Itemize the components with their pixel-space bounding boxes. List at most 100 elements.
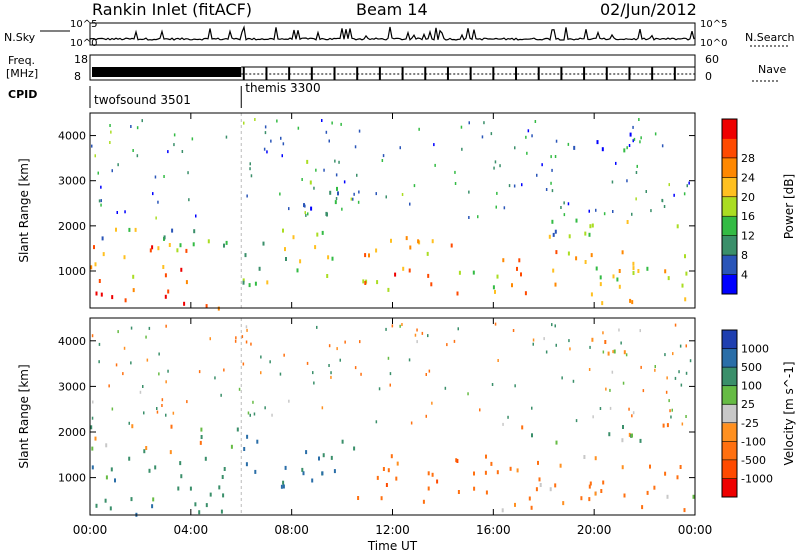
power-data-cell [191,137,194,141]
power-data-cell [650,209,652,213]
velocity-data-cell [681,422,684,426]
velocity-data-cell [128,421,130,425]
power-data-cell [304,204,306,208]
power-data-cell [130,125,132,128]
power-data-cell [364,281,367,285]
power-data-cell [193,229,196,234]
velocity-data-cell [110,467,113,472]
power-data-cell [668,183,670,187]
velocity-data-cell [139,390,142,394]
velocity-data-cell [537,460,539,465]
velocity-data-cell [604,340,607,344]
power-data-cell [575,256,578,261]
power-data-cell [368,253,370,258]
power-data-cell [612,274,615,279]
power-data-cell [303,203,305,208]
velocity-data-cell [588,497,591,502]
power-data-cell [157,246,160,251]
velocity-data-cell [165,380,167,384]
power-data-cell [281,154,283,158]
velocity-data-cell [330,455,333,460]
power-data-cell [124,298,127,303]
velocity-data-cell [154,465,157,470]
power-data-cell [192,242,195,247]
velocity-data-cell [428,369,431,373]
velocity-data-cell [123,346,126,350]
power-data-cell [632,261,635,266]
velocity-y-tick-label: 4000 [58,335,86,348]
velocity-data-cell [467,392,469,396]
velocity-data-cell [105,443,108,448]
velocity-data-cell [283,353,285,357]
velocity-colorbar-segment [722,422,737,442]
power-data-cell [343,180,346,184]
velocity-data-cell [264,406,266,410]
velocity-data-cell [692,494,695,499]
velocity-data-cell [143,449,146,454]
velocity-data-cell [305,450,308,455]
velocity-data-cell [156,407,158,410]
power-data-cell [382,154,385,158]
velocity-colorbar-segment [722,330,737,350]
velocity-data-cell [683,508,686,513]
velocity-data-cell [594,456,597,461]
velocity-data-cell [236,427,239,432]
freq-tick: 8 [74,70,81,83]
velocity-data-cell [245,325,248,329]
power-data-cell [100,199,102,203]
velocity-data-cell [313,381,315,385]
velocity-data-cell [666,376,668,380]
velocity-data-cell [252,400,254,404]
velocity-data-cell [609,406,612,410]
velocity-data-cell [554,324,556,328]
velocity-data-cell [642,389,645,393]
power-data-cell [310,206,313,211]
power-data-cell [173,133,176,137]
cpid-label: CPID [8,88,38,101]
power-data-cell [494,289,496,294]
power-data-cell [266,280,269,285]
velocity-data-cell [497,359,499,362]
power-data-cell [434,163,436,167]
power-data-cell [584,260,587,264]
power-data-cell [167,289,170,294]
power-data-cell [551,219,554,224]
velocity-data-cell [322,453,325,458]
power-data-cell [352,197,354,201]
velocity-data-cell [559,463,562,468]
velocity-data-cell [284,465,287,470]
velocity-data-cell [514,384,516,388]
power-colorbar-segment [722,216,737,237]
power-data-cell [301,178,303,181]
power-data-cell [97,171,99,175]
power-data-cell [299,259,302,264]
velocity-data-cell [453,339,456,343]
velocity-data-cell [666,423,669,428]
velocity-data-cell [654,368,656,372]
power-data-cell [661,199,664,203]
velocity-data-cell [245,340,248,344]
power-data-cell [636,164,638,168]
power-data-cell [117,163,119,167]
power-data-cell [242,280,245,285]
velocity-data-cell [679,465,682,469]
power-data-cell [326,212,328,217]
velocity-data-cell [328,364,330,367]
velocity-data-cell [312,371,314,375]
velocity-data-cell [230,444,233,449]
power-data-cell [427,273,430,278]
velocity-colorbar-segment [722,385,737,405]
velocity-data-cell [457,327,459,331]
power-data-cell [155,216,157,220]
power-data-cell [524,291,527,296]
power-data-cell [262,241,265,246]
noise-panel-frame [89,22,696,46]
velocity-data-cell [161,404,163,407]
velocity-colorbar-tick-label: 1000 [741,343,769,356]
velocity-data-cell [410,421,413,425]
velocity-data-cell [200,427,203,432]
velocity-data-cell [416,328,418,332]
velocity-data-cell [669,409,671,413]
velocity-data-cell [198,370,201,374]
nave-tick: 60 [705,53,719,66]
